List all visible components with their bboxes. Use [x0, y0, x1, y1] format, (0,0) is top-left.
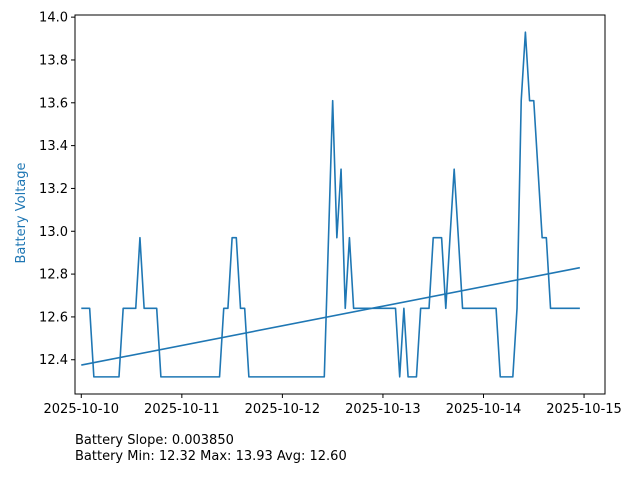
x-tick-label: 2025-10-14 [446, 402, 522, 417]
y-tick-label: 12.8 [39, 268, 68, 283]
x-tick-label: 2025-10-10 [44, 402, 120, 417]
x-tick-label: 2025-10-15 [546, 402, 622, 417]
y-tick-label: 12.6 [39, 310, 68, 325]
y-axis-ticks: 12.4 12.6 12.8 13.0 13.2 13.4 13.6 13.8 14.0 [39, 11, 75, 368]
plot-frame [74, 14, 606, 395]
y-tick-label: 13.4 [39, 139, 68, 154]
x-tick-label: 2025-10-13 [345, 402, 421, 417]
y-tick-label: 13.0 [39, 225, 68, 240]
y-tick-label: 13.8 [39, 53, 68, 68]
x-tick-label: 2025-10-12 [245, 402, 321, 417]
battery-min-max-avg-text: Battery Min: 12.32 Max: 13.93 Avg: 12.60 [75, 449, 347, 464]
y-tick-label: 13.6 [39, 96, 68, 111]
battery-voltage-line [81, 31, 580, 378]
battery-trend-line [81, 266, 581, 366]
series-layer [81, 31, 581, 378]
x-axis-ticks: 2025-10-10 2025-10-11 2025-10-12 2025-10-13… [44, 394, 622, 417]
battery-slope-text: Battery Slope: 0.003850 [75, 433, 234, 448]
y-tick-label: 12.4 [39, 353, 68, 368]
x-tick-label: 2025-10-11 [144, 402, 220, 417]
plot-area-background [75, 15, 605, 394]
y-tick-label: 14.0 [39, 11, 68, 26]
y-tick-label: 13.2 [39, 182, 68, 197]
y-axis-label: Battery Voltage [14, 162, 29, 263]
